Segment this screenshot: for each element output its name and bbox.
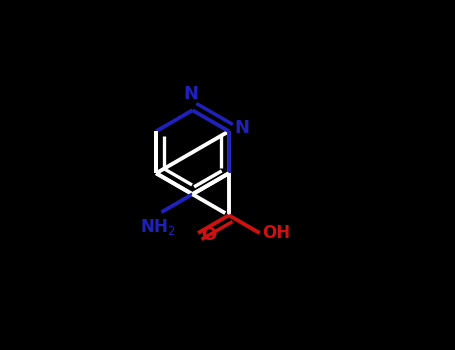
Text: N: N: [234, 119, 249, 138]
Text: OH: OH: [263, 224, 291, 242]
Text: N: N: [183, 85, 198, 103]
Text: NH$_2$: NH$_2$: [140, 217, 176, 237]
Text: O: O: [201, 226, 216, 244]
